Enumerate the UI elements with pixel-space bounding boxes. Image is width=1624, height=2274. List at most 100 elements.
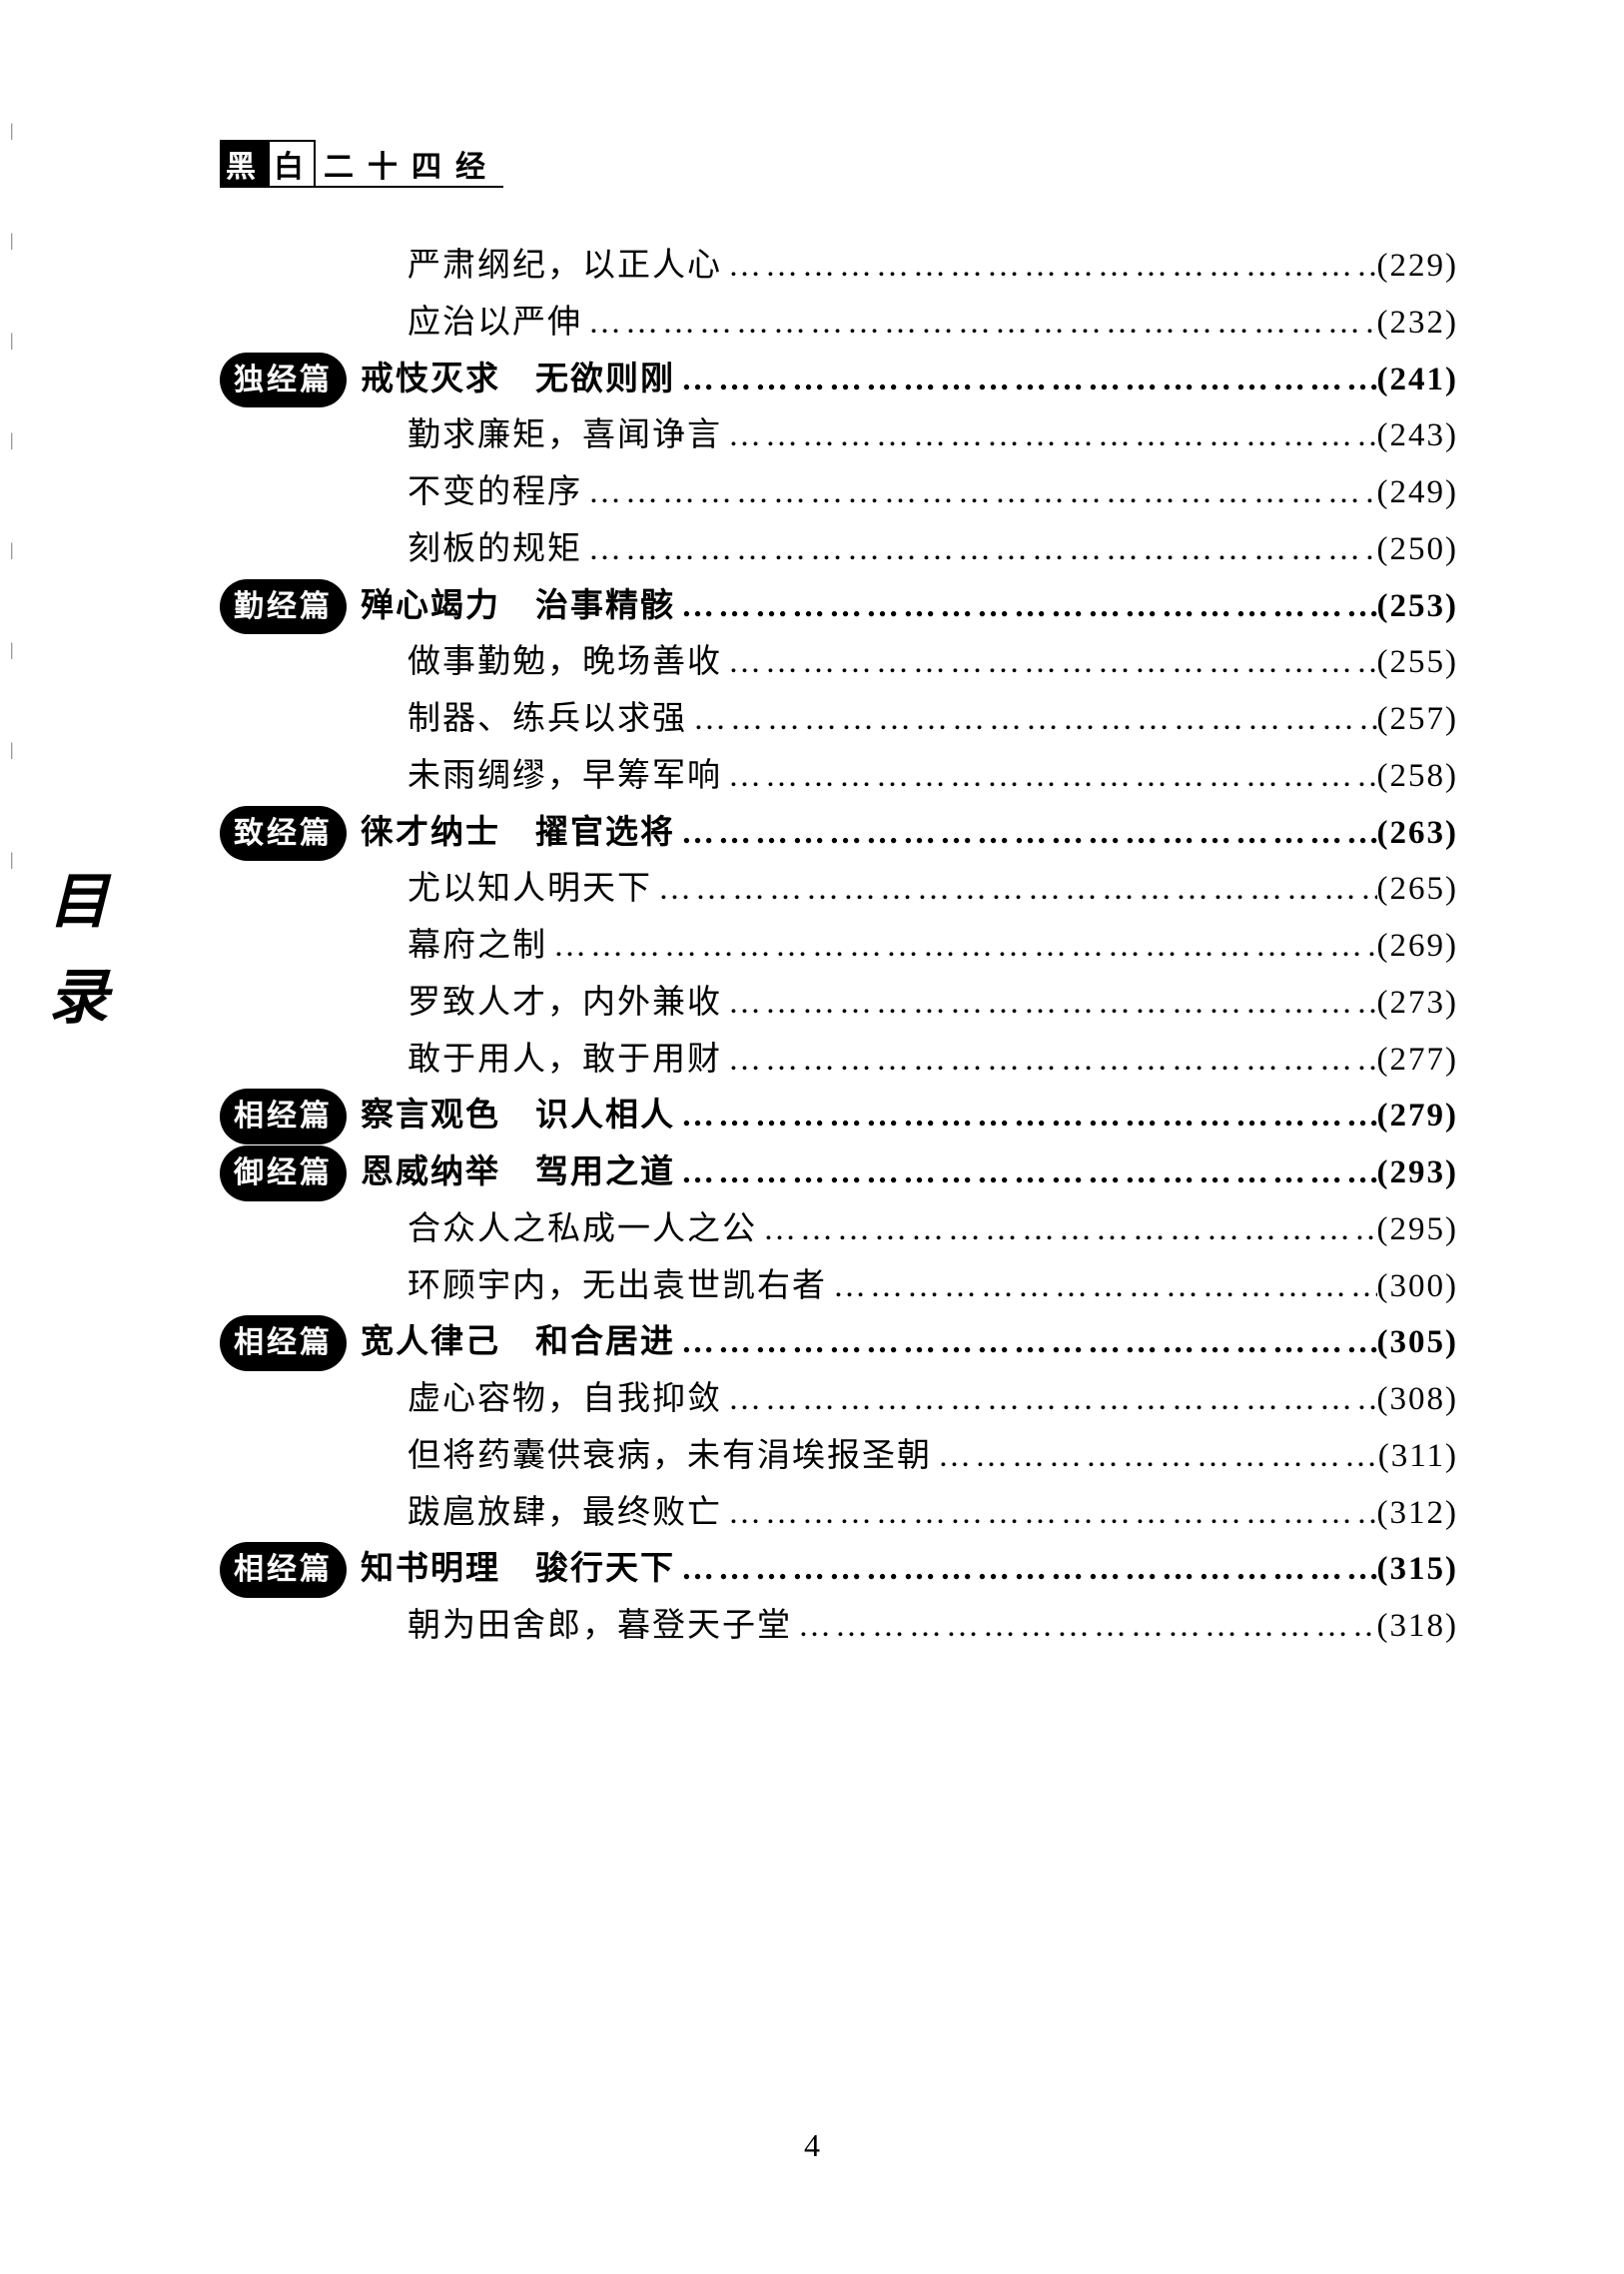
noise-mark: |: [10, 230, 14, 251]
section-badge: 相经篇: [220, 1089, 347, 1144]
toc-sub-row: 不变的程序………………………………………………………………………………………………: [220, 464, 1458, 521]
toc-content: 严肃纲纪，以正人心……………………………………………………………………………………: [180, 238, 1458, 1655]
dot-leader: ……………………………………………………………………………………………………………: [675, 578, 1377, 635]
dot-leader: ……………………………………………………………………………………………………………: [722, 1371, 1377, 1428]
toc-page: (250): [1377, 521, 1458, 578]
dot-leader: ……………………………………………………………………………………………………………: [722, 1485, 1377, 1542]
toc-label: 恩威纳举 驾用之道: [361, 1144, 675, 1201]
noise-mark: |: [10, 429, 14, 450]
dot-leader: ……………………………………………………………………………………………………………: [827, 1258, 1377, 1315]
dot-leader: ……………………………………………………………………………………………………………: [582, 295, 1377, 352]
toc-label: 朝为田舍郎，暮登天子堂: [407, 1598, 792, 1655]
toc-page: (253): [1377, 578, 1458, 635]
noise-mark: |: [10, 739, 14, 760]
noise-mark: |: [10, 639, 14, 660]
toc-label: 刻板的规矩: [407, 521, 582, 578]
dot-leader: ……………………………………………………………………………………………………………: [652, 861, 1377, 918]
toc-label: 知书明理 骏行天下: [361, 1541, 675, 1598]
toc-section-row: 相经篇知书明理 骏行天下……………………………………………………………………………: [220, 1541, 1458, 1598]
toc-label: 宽人律己 和合居进: [361, 1314, 675, 1371]
noise-mark: |: [10, 120, 14, 141]
toc-sub-row: 敢于用人，敢于用财……………………………………………………………………………………: [220, 1032, 1458, 1089]
toc-page: (308): [1377, 1371, 1458, 1428]
dot-leader: ……………………………………………………………………………………………………………: [722, 748, 1377, 805]
page-container: 黑白二十四经 严肃纲纪，以正人心…………………………………………………………………: [180, 140, 1458, 1655]
toc-page: (257): [1377, 691, 1458, 748]
toc-label: 尤以知人明天下: [407, 861, 652, 918]
toc-label: 合众人之私成一人之公: [407, 1201, 757, 1258]
header-black-char: 黑: [220, 140, 268, 188]
section-badge: 独经篇: [220, 353, 347, 408]
toc-label: 戒忮灭求 无欲则刚: [361, 352, 675, 408]
toc-sub-row: 未雨绸缪，早筹军响……………………………………………………………………………………: [220, 748, 1458, 805]
dot-leader: ……………………………………………………………………………………………………………: [675, 1088, 1377, 1144]
dot-leader: ……………………………………………………………………………………………………………: [722, 975, 1377, 1032]
noise-mark: |: [10, 539, 14, 560]
header-rest: 二十四经: [316, 151, 503, 188]
section-badge: 相经篇: [220, 1315, 347, 1371]
book-title-header: 黑白二十四经: [180, 140, 1458, 188]
noise-mark: |: [10, 849, 14, 870]
toc-sub-row: 虚心容物，自我抑敛……………………………………………………………………………………: [220, 1371, 1458, 1428]
section-badge: 相经篇: [220, 1542, 347, 1598]
toc-page: (293): [1377, 1144, 1458, 1201]
toc-label: 虚心容物，自我抑敛: [407, 1371, 722, 1428]
toc-section-row: 勤经篇殚心竭力 治事精骸……………………………………………………………………………: [220, 578, 1458, 635]
toc-sub-row: 朝为田舍郎，暮登天子堂………………………………………………………………………………: [220, 1598, 1458, 1655]
toc-section-row: 御经篇恩威纳举 驾用之道……………………………………………………………………………: [220, 1144, 1458, 1201]
toc-page: (295): [1377, 1201, 1458, 1258]
dot-leader: ……………………………………………………………………………………………………………: [792, 1598, 1377, 1655]
toc-label: 察言观色 识人相人: [361, 1088, 675, 1144]
toc-sub-row: 应治以严伸………………………………………………………………………………………………: [220, 295, 1458, 352]
toc-label: 罗致人才，内外兼收: [407, 975, 722, 1032]
section-badge: 御经篇: [220, 1145, 347, 1201]
toc-page: (318): [1377, 1598, 1458, 1655]
toc-label: 不变的程序: [407, 464, 582, 521]
toc-page: (277): [1377, 1032, 1458, 1089]
toc-section-row: 相经篇宽人律己 和合居进……………………………………………………………………………: [220, 1314, 1458, 1371]
toc-sub-row: 刻板的规矩………………………………………………………………………………………………: [220, 521, 1458, 578]
toc-page: (241): [1377, 352, 1458, 408]
dot-leader: ……………………………………………………………………………………………………………: [675, 805, 1377, 862]
toc-sub-row: 勤求廉矩，喜闻诤言……………………………………………………………………………………: [220, 407, 1458, 464]
toc-label: 勤求廉矩，喜闻诤言: [407, 407, 722, 464]
toc-sub-row: 做事勤勉，晚场善收……………………………………………………………………………………: [220, 634, 1458, 691]
toc-page: (300): [1377, 1258, 1458, 1315]
dot-leader: ……………………………………………………………………………………………………………: [722, 634, 1377, 691]
dot-leader: ……………………………………………………………………………………………………………: [722, 1032, 1377, 1089]
noise-mark: |: [10, 330, 14, 351]
toc-label: 未雨绸缪，早筹军响: [407, 748, 722, 805]
dot-leader: ……………………………………………………………………………………………………………: [675, 1541, 1377, 1598]
toc-sub-row: 跋扈放肆，最终败亡……………………………………………………………………………………: [220, 1485, 1458, 1542]
section-badge: 致经篇: [220, 806, 347, 862]
dot-leader: ……………………………………………………………………………………………………………: [675, 352, 1377, 408]
toc-page: (269): [1377, 918, 1458, 975]
toc-page: (255): [1377, 634, 1458, 691]
toc-label: 应治以严伸: [407, 295, 582, 352]
toc-label: 敢于用人，敢于用财: [407, 1032, 722, 1089]
side-label-toc: 目录: [30, 869, 117, 1061]
toc-page: (229): [1377, 238, 1458, 295]
toc-page: (312): [1377, 1485, 1458, 1542]
toc-page: (265): [1377, 861, 1458, 918]
dot-leader: ……………………………………………………………………………………………………………: [582, 521, 1377, 578]
toc-page: (273): [1377, 975, 1458, 1032]
toc-label: 做事勤勉，晚场善收: [407, 634, 722, 691]
toc-page: (311): [1378, 1428, 1458, 1485]
dot-leader: ……………………………………………………………………………………………………………: [722, 407, 1377, 464]
toc-sub-row: 合众人之私成一人之公…………………………………………………………………………………: [220, 1201, 1458, 1258]
toc-label: 幕府之制: [407, 918, 547, 975]
dot-leader: ……………………………………………………………………………………………………………: [722, 238, 1377, 295]
dot-leader: ……………………………………………………………………………………………………………: [932, 1428, 1378, 1485]
page-number: 4: [0, 2127, 1624, 2164]
toc-label: 制器、练兵以求强: [407, 691, 687, 748]
toc-page: (232): [1377, 295, 1458, 352]
dot-leader: ……………………………………………………………………………………………………………: [547, 918, 1377, 975]
toc-label: 严肃纲纪，以正人心: [407, 238, 722, 295]
toc-sub-row: 制器、练兵以求强………………………………………………………………………………………: [220, 691, 1458, 748]
dot-leader: ……………………………………………………………………………………………………………: [675, 1314, 1377, 1371]
toc-sub-row: 严肃纲纪，以正人心……………………………………………………………………………………: [220, 238, 1458, 295]
toc-label: 环顾宇内，无出袁世凯右者: [407, 1258, 827, 1315]
toc-page: (258): [1377, 748, 1458, 805]
toc-sub-row: 但将药囊供衰病，未有涓埃报圣朝……………………………………………………………………: [220, 1428, 1458, 1485]
